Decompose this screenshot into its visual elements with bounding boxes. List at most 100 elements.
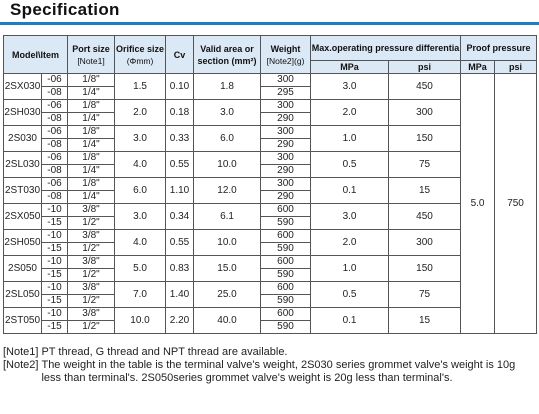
max-mpa-cell: 0.1 xyxy=(310,177,390,204)
note-1: [Note1] PT thread, G thread and NPT thre… xyxy=(3,346,536,359)
table-row: -08 1/4" 295 xyxy=(4,86,537,100)
max-psi-cell: 15 xyxy=(388,307,462,334)
model-cell: 2SL050 xyxy=(3,281,42,308)
model-cell: 2SX030 xyxy=(3,73,42,100)
max-psi-cell: 75 xyxy=(388,281,462,308)
orifice-cell: 7.0 xyxy=(114,281,167,308)
model-cell: 2S030 xyxy=(3,125,42,152)
model-cell: 2SH030 xyxy=(3,99,42,126)
max-psi-cell: 150 xyxy=(388,125,462,152)
weight-cell: 290 xyxy=(260,164,312,178)
valid-area-cell: 1.8 xyxy=(193,73,262,100)
port-size-cell: 1/8" xyxy=(67,177,116,191)
max-psi-cell: 450 xyxy=(388,73,462,100)
weight-cell: 300 xyxy=(260,151,312,165)
max-mpa-cell: 0.5 xyxy=(310,151,390,178)
model-cell: 2SL030 xyxy=(3,151,42,178)
cv-cell: 0.83 xyxy=(165,255,195,282)
max-mpa-cell: 0.5 xyxy=(310,281,390,308)
header-proof-psi: psi xyxy=(494,60,538,74)
port-suffix-cell: -15 xyxy=(40,294,69,308)
table-row: -15 1/2" 590 xyxy=(4,320,537,334)
weight-cell: 290 xyxy=(260,112,312,126)
cv-cell: 0.55 xyxy=(165,151,195,178)
header-valid-area: Valid area or section (mm²) xyxy=(193,35,262,74)
header-proof-mpa: MPa xyxy=(460,60,496,74)
port-suffix-cell: -08 xyxy=(40,138,69,152)
cv-cell: 0.34 xyxy=(165,203,195,230)
weight-cell: 590 xyxy=(260,320,312,334)
max-mpa-cell: 0.1 xyxy=(310,307,390,334)
port-size-cell: 1/4" xyxy=(67,138,116,152)
orifice-cell: 6.0 xyxy=(114,177,167,204)
weight-cell: 600 xyxy=(260,229,312,243)
header-weight: Weight [Note2](g) xyxy=(260,35,312,74)
table-row: 2SX050 -10 3/8" 3.0 0.34 6.1 600 3.0 450 xyxy=(3,203,537,230)
port-suffix-cell: -06 xyxy=(40,125,69,139)
table-row: 2SH030 -06 1/8" 2.0 0.18 3.0 300 2.0 300 xyxy=(3,99,537,126)
port-size-cell: 1/8" xyxy=(67,99,116,113)
weight-cell: 590 xyxy=(260,294,312,308)
port-suffix-cell: -10 xyxy=(40,203,69,217)
port-size-cell: 1/8" xyxy=(67,125,116,139)
port-suffix-cell: -15 xyxy=(40,268,69,282)
cv-cell: 0.33 xyxy=(165,125,195,152)
port-suffix-cell: -06 xyxy=(40,73,69,87)
max-mpa-cell: 2.0 xyxy=(310,99,390,126)
orifice-cell: 4.0 xyxy=(114,151,167,178)
port-suffix-cell: -08 xyxy=(40,164,69,178)
table-row: -15 1/2" 590 xyxy=(4,268,537,282)
port-suffix-cell: -06 xyxy=(40,99,69,113)
port-size-cell: 3/8" xyxy=(67,255,116,269)
notes-section: [Note1] PT thread, G thread and NPT thre… xyxy=(3,346,536,385)
weight-cell: 590 xyxy=(260,216,312,230)
header-model: Model\Item xyxy=(2,35,69,74)
model-cell: 2ST030 xyxy=(3,177,42,204)
max-mpa-cell: 3.0 xyxy=(310,73,390,100)
weight-cell: 300 xyxy=(260,73,312,87)
weight-cell: 300 xyxy=(260,177,312,191)
weight-cell: 295 xyxy=(260,86,312,100)
port-size-cell: 1/4" xyxy=(67,86,116,100)
proof-psi-cell: 750 xyxy=(494,73,538,334)
port-size-cell: 1/2" xyxy=(67,294,116,308)
orifice-cell: 3.0 xyxy=(114,125,167,152)
table-row: 2SX030 -06 1/8" 1.5 0.10 1.8 300 3.0 450 5.0 750 xyxy=(3,73,538,334)
valid-area-cell: 15.0 xyxy=(193,255,262,282)
port-size-cell: 1/2" xyxy=(67,242,116,256)
header-port-size: Port size [Note1] xyxy=(67,35,116,74)
port-suffix-cell: -10 xyxy=(40,281,69,295)
max-psi-cell: 15 xyxy=(388,177,462,204)
valid-area-cell: 12.0 xyxy=(193,177,262,204)
max-psi-cell: 150 xyxy=(388,255,462,282)
port-size-cell: 3/8" xyxy=(67,203,116,217)
header-max-mpa: MPa xyxy=(310,60,390,74)
model-cell: 2SH050 xyxy=(3,229,42,256)
port-suffix-cell: -08 xyxy=(40,112,69,126)
max-psi-cell: 300 xyxy=(388,229,462,256)
specification-table: Model\Item Port size [Note1] Orifice size… xyxy=(2,35,538,334)
model-cell: 2S050 xyxy=(3,255,42,282)
port-size-cell: 1/2" xyxy=(67,216,116,230)
port-size-cell: 3/8" xyxy=(67,229,116,243)
port-size-cell: 1/4" xyxy=(67,112,116,126)
port-suffix-cell: -08 xyxy=(40,190,69,204)
valid-area-cell: 40.0 xyxy=(193,307,262,334)
weight-cell: 300 xyxy=(260,125,312,139)
weight-cell: 590 xyxy=(260,268,312,282)
port-size-cell: 1/8" xyxy=(67,73,116,87)
orifice-cell: 2.0 xyxy=(114,99,167,126)
note-2: [Note2] The weight in the table is the t… xyxy=(3,359,536,385)
port-suffix-cell: -06 xyxy=(40,151,69,165)
header-max-pressure: Max.operating pressure differentia xyxy=(310,35,462,61)
port-size-cell: 1/4" xyxy=(67,190,116,204)
table-row: 2ST050 -10 3/8" 10.0 2.20 40.0 600 0.1 15 xyxy=(3,307,537,334)
orifice-cell: 4.0 xyxy=(114,229,167,256)
weight-cell: 600 xyxy=(260,307,312,321)
header-max-psi: psi xyxy=(388,60,462,74)
header-orifice: Orifice size (Φmm) xyxy=(114,35,167,74)
table-row: 2S030 -06 1/8" 3.0 0.33 6.0 300 1.0 150 xyxy=(3,125,537,152)
table-row: 2ST030 -06 1/8" 6.0 1.10 12.0 300 0.1 15 xyxy=(3,177,537,204)
table-body: 2SX030 -06 1/8" 1.5 0.10 1.8 300 3.0 450 5.0 750 -0… xyxy=(3,73,538,334)
max-mpa-cell: 2.0 xyxy=(310,229,390,256)
